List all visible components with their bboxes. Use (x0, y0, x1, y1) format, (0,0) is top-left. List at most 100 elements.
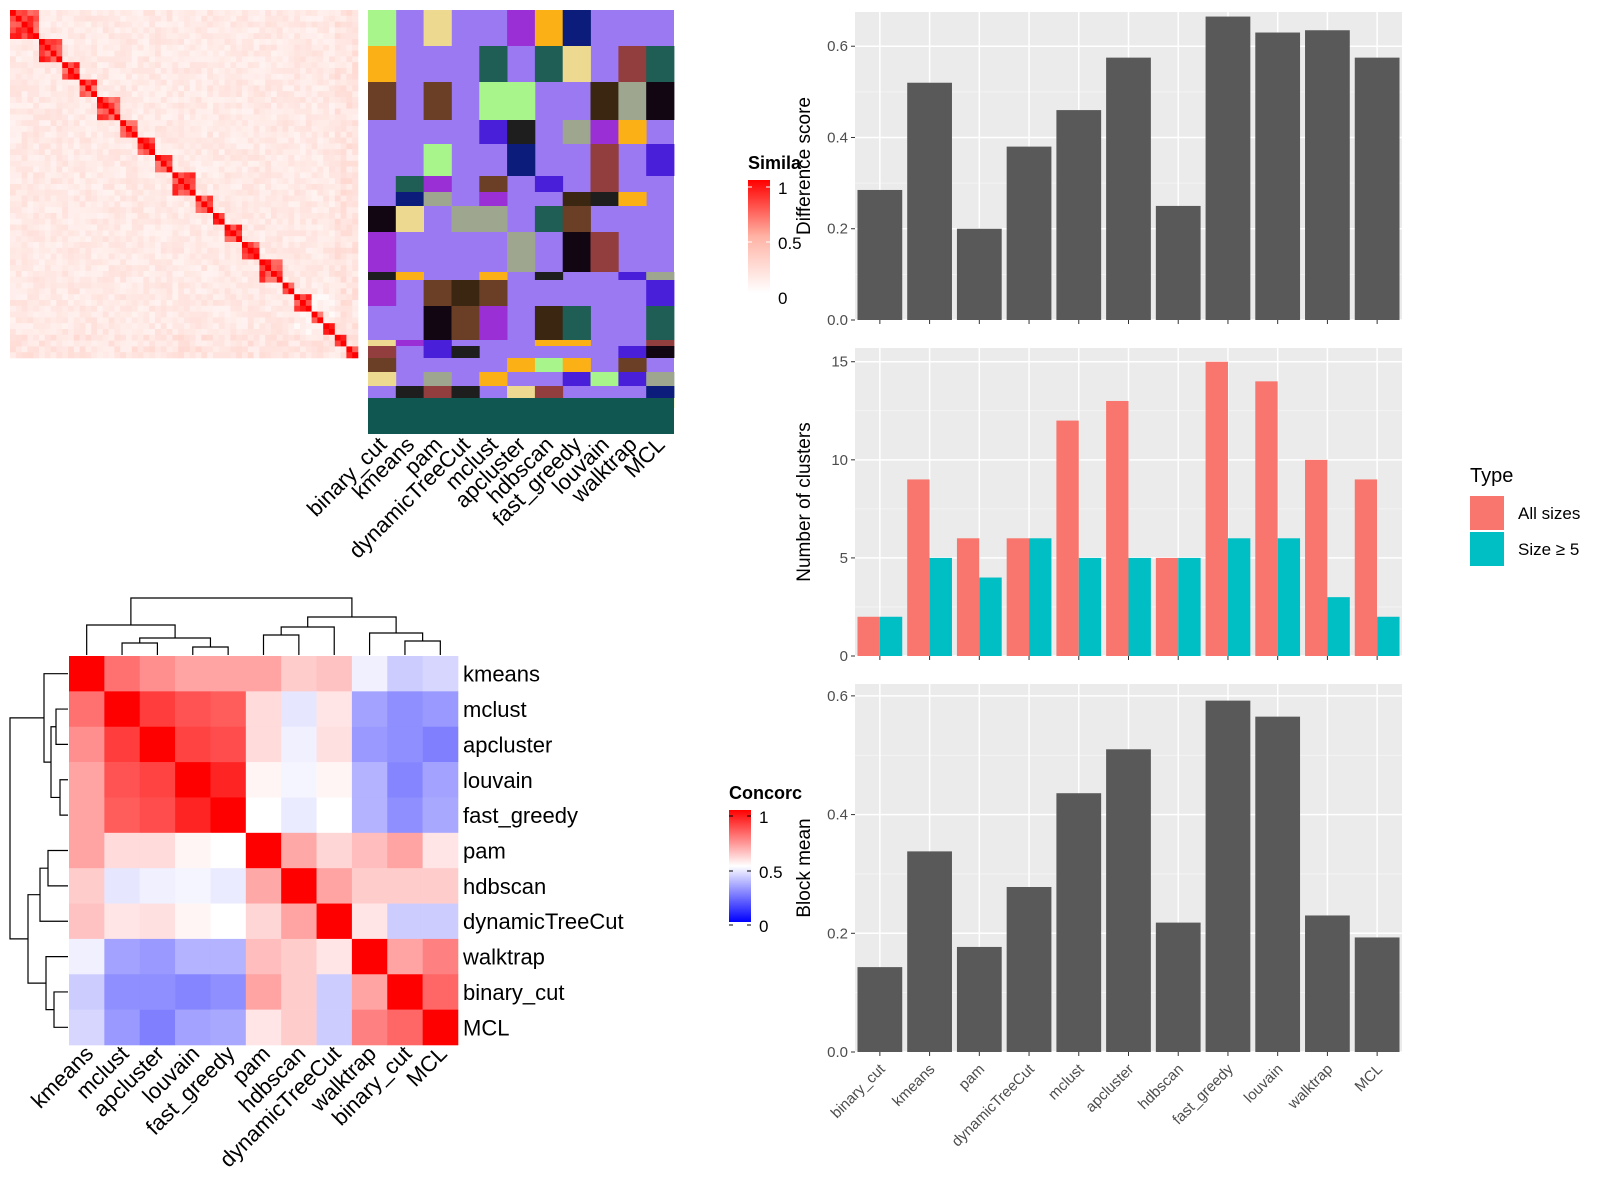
similarity-cell (340, 265, 347, 272)
similarity-cell (44, 85, 51, 92)
similarity-cell (33, 305, 40, 312)
similarity-cell (44, 15, 51, 22)
similarity-cell (265, 91, 272, 98)
similarity-cell (294, 201, 301, 208)
similarity-cell (247, 143, 254, 150)
similarity-cell (73, 108, 80, 115)
similarity-cell (160, 265, 167, 272)
similarity-cell (97, 85, 104, 92)
similarity-cell (317, 97, 324, 104)
similarity-cell (33, 33, 40, 40)
similarity-cell (334, 242, 341, 249)
bar (1205, 361, 1228, 656)
concordance-cell (351, 974, 388, 1010)
similarity-cell (10, 218, 17, 225)
similarity-cell (340, 120, 347, 127)
similarity-cell (97, 329, 104, 336)
similarity-cell (276, 288, 283, 295)
similarity-cell (288, 44, 295, 51)
similarity-cell (108, 172, 115, 179)
similarity-cell (44, 224, 51, 231)
similarity-cell (85, 236, 92, 243)
concordance-cell (104, 726, 141, 763)
membership-cell (618, 120, 647, 144)
similarity-cell (85, 340, 92, 347)
similarity-cell (276, 149, 283, 156)
similarity-cell (184, 213, 191, 220)
similarity-cell (131, 155, 138, 162)
similarity-cell (166, 73, 173, 80)
concordance-cell (69, 1009, 105, 1046)
similarity-cell (15, 323, 22, 330)
similarity-cell (44, 126, 51, 133)
similarity-cell (334, 247, 341, 254)
similarity-cell (21, 120, 28, 127)
similarity-cell (201, 184, 208, 191)
similarity-cell (288, 218, 295, 225)
similarity-cell (120, 68, 127, 75)
similarity-cell (247, 253, 254, 260)
similarity-cell (294, 311, 301, 318)
similarity-cell (265, 271, 272, 278)
similarity-cell (114, 259, 121, 266)
similarity-cell (178, 137, 185, 144)
similarity-cell (131, 189, 138, 196)
concordance-cell (422, 691, 459, 728)
similarity-cell (352, 184, 359, 191)
similarity-cell (236, 305, 243, 312)
similarity-cell (160, 79, 167, 86)
similarity-cell (44, 346, 51, 353)
similarity-cell (201, 288, 208, 295)
similarity-cell (102, 300, 109, 307)
similarity-cell (218, 15, 225, 22)
similarity-cell (79, 236, 86, 243)
membership-cell (618, 272, 647, 280)
similarity-cell (189, 172, 196, 179)
similarity-cell (114, 44, 121, 51)
similarity-cell (131, 271, 138, 278)
similarity-cell (271, 201, 278, 208)
similarity-cell (114, 300, 121, 307)
bar (907, 851, 952, 1052)
similarity-cell (178, 195, 185, 202)
similarity-cell (259, 334, 266, 341)
similarity-cell (10, 73, 17, 80)
similarity-cell (143, 131, 150, 138)
similarity-cell (15, 68, 22, 75)
similarity-cell (242, 155, 249, 162)
similarity-cell (195, 276, 202, 283)
similarity-cell (334, 166, 341, 173)
similarity-cell (79, 311, 86, 318)
similarity-cell (91, 108, 98, 115)
similarity-cell (108, 149, 115, 156)
similarity-cell (224, 15, 231, 22)
similarity-cell (50, 224, 57, 231)
similarity-cell (120, 172, 127, 179)
similarity-cell (247, 247, 254, 254)
similarity-cell (282, 33, 289, 40)
similarity-cell (253, 271, 260, 278)
similarity-cell (259, 10, 266, 17)
concordance-cell (69, 762, 105, 798)
similarity-cell (178, 317, 185, 324)
membership-cell (618, 372, 647, 386)
similarity-cell (213, 62, 220, 69)
similarity-cell (21, 155, 28, 162)
similarity-cell (62, 166, 69, 173)
similarity-cell (323, 201, 330, 208)
similarity-cell (294, 271, 301, 278)
similarity-cell (300, 346, 307, 353)
similarity-cell (247, 265, 254, 272)
similarity-cell (334, 62, 341, 69)
similarity-cell (323, 50, 330, 57)
similarity-cell (131, 230, 138, 237)
similarity-cell (15, 311, 22, 318)
bar (1106, 749, 1151, 1052)
similarity-cell (155, 50, 162, 57)
similarity-cell (149, 172, 156, 179)
similarity-cell (73, 218, 80, 225)
similarity-cell (102, 323, 109, 330)
similarity-cell (224, 114, 231, 121)
similarity-cell (236, 340, 243, 347)
similarity-cell (334, 230, 341, 237)
